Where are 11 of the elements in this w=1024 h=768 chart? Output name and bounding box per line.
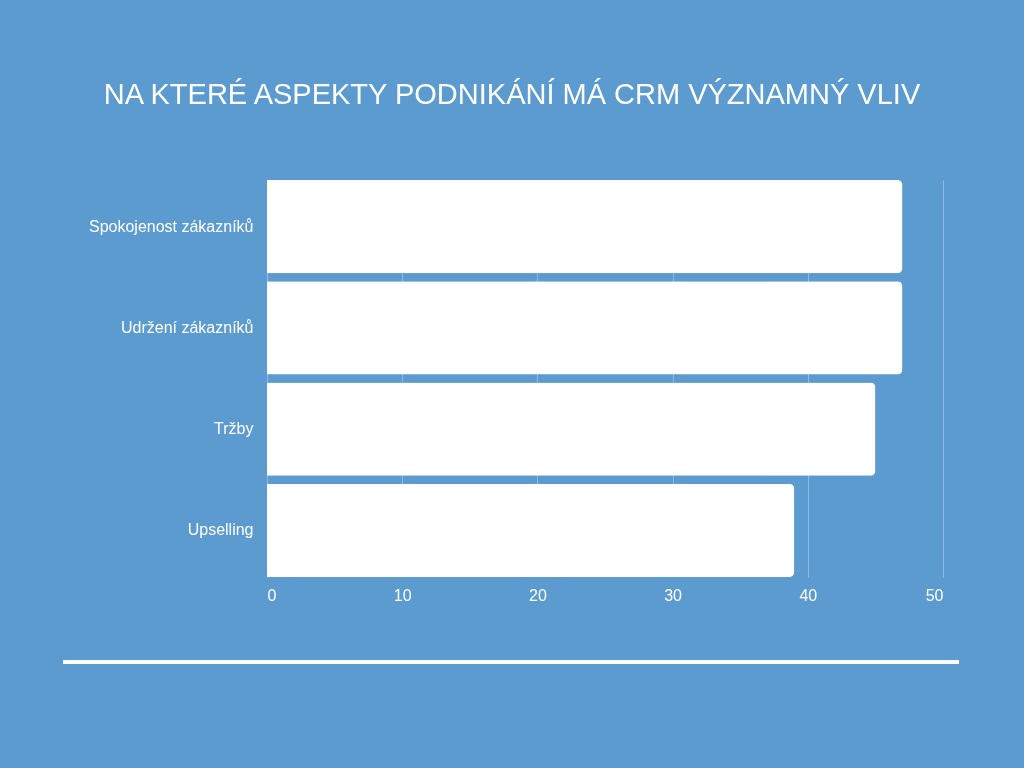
x-tick-label: 40 <box>799 586 818 604</box>
y-tick-label: Udržení zákazníků <box>120 318 254 336</box>
x-tick-label: 0 <box>267 586 277 604</box>
y-tick-label: Tržby <box>214 420 254 438</box>
chart-title: NA KTERÉ ASPEKTY PODNIKÁNÍ MÁ CRM VÝZNAMNÝ VLIV <box>103 78 921 110</box>
x-tick-label: 50 <box>925 586 944 604</box>
y-tick-label: Upselling <box>187 521 254 539</box>
x-tick-label: 30 <box>664 586 683 604</box>
y-tick-label: Spokojenost zákazníků <box>88 217 254 235</box>
x-tick-label: 10 <box>393 586 412 604</box>
x-tick-label: 20 <box>529 586 547 604</box>
